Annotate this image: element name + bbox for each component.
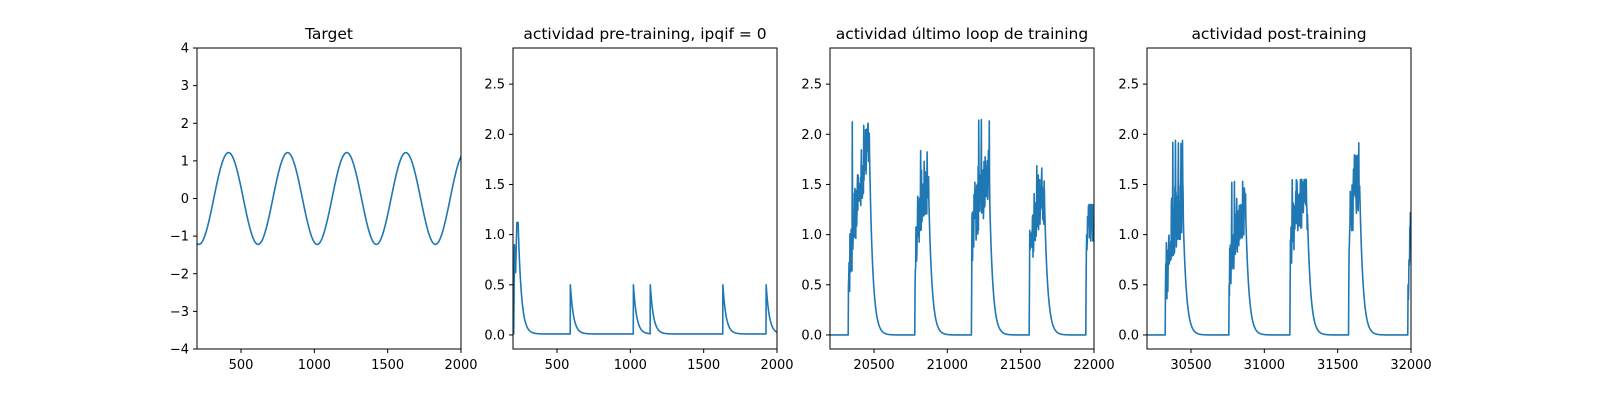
axes-frame bbox=[512, 47, 778, 350]
y-tick-label: 0 bbox=[181, 192, 189, 207]
y-tick-label: −3 bbox=[170, 305, 189, 320]
y-tick-label: 2.0 bbox=[484, 128, 505, 143]
x-tick-label: 500 bbox=[545, 358, 570, 373]
y-tick-label: −4 bbox=[170, 343, 189, 358]
y-tick-label: −1 bbox=[170, 230, 189, 245]
y-tick-label: 3 bbox=[181, 79, 189, 94]
x-tick-label: 500 bbox=[229, 358, 254, 373]
x-tick-label: 1000 bbox=[614, 358, 647, 373]
panel-title: actividad último loop de training bbox=[836, 25, 1088, 43]
y-tick-label: 0.5 bbox=[484, 278, 505, 293]
x-tick-label: 2000 bbox=[760, 358, 793, 373]
y-tick-label: 0.5 bbox=[1118, 278, 1139, 293]
x-tick-label: 22000 bbox=[1073, 358, 1114, 373]
y-tick-label: 1.5 bbox=[1118, 178, 1139, 193]
x-tick-label: 20500 bbox=[853, 358, 894, 373]
y-tick-label: 1 bbox=[181, 154, 189, 169]
y-tick-label: 0.0 bbox=[1118, 328, 1139, 343]
x-tick-label: 32000 bbox=[1390, 358, 1431, 373]
panel-1: 500 1000 1500 2000 −4 −3 −2 −1 0 1 2 3 4 Target bbox=[170, 25, 478, 373]
panel-title: actividad post-training bbox=[1191, 25, 1366, 43]
panel-2: 500 1000 1500 2000 0.0 0.5 1.0 1.5 2.0 2.5 activid… bbox=[484, 25, 793, 373]
series-line bbox=[197, 151, 461, 246]
y-tick-label: 1.0 bbox=[801, 228, 822, 243]
panel-4: 30500 31000 31500 32000 0.0 0.5 1.0 1.5 2.0 2.5 ac… bbox=[1118, 25, 1431, 373]
series-line bbox=[513, 221, 777, 335]
y-tick-label: 4 bbox=[181, 42, 189, 57]
series-line bbox=[830, 118, 1094, 336]
y-tick-label: −2 bbox=[170, 267, 189, 282]
x-tick-label: 21000 bbox=[927, 358, 968, 373]
y-tick-label: 2.0 bbox=[1118, 128, 1139, 143]
x-tick-label: 1500 bbox=[371, 358, 404, 373]
x-tick-label: 30500 bbox=[1170, 358, 1211, 373]
y-tick-label: 2.5 bbox=[484, 78, 505, 93]
y-tick-label: 2.5 bbox=[1118, 78, 1139, 93]
y-tick-label: 1.5 bbox=[484, 178, 505, 193]
axes-frame bbox=[1146, 47, 1412, 350]
y-tick-label: 0.0 bbox=[484, 328, 505, 343]
y-tick-label: 1.0 bbox=[484, 228, 505, 243]
x-tick-label: 31500 bbox=[1317, 358, 1358, 373]
x-tick-label: 31000 bbox=[1244, 358, 1285, 373]
y-tick-label: 0.5 bbox=[801, 278, 822, 293]
y-tick-label: 1.5 bbox=[801, 178, 822, 193]
y-tick-label: 0.0 bbox=[801, 328, 822, 343]
y-tick-label: 2 bbox=[181, 117, 189, 132]
series-line bbox=[1147, 139, 1411, 336]
panel-3: 20500 21000 21500 22000 0.0 0.5 1.0 1.5 2.0 2.5 ac… bbox=[801, 25, 1114, 373]
y-tick-label: 1.0 bbox=[1118, 228, 1139, 243]
x-tick-label: 2000 bbox=[444, 358, 477, 373]
y-tick-label: 2.0 bbox=[801, 128, 822, 143]
axes-frame bbox=[829, 47, 1095, 350]
x-tick-label: 1000 bbox=[298, 358, 331, 373]
x-tick-label: 21500 bbox=[1000, 358, 1041, 373]
x-tick-label: 1500 bbox=[687, 358, 720, 373]
panel-title: actividad pre-training, ipqif = 0 bbox=[523, 25, 766, 43]
panel-title: Target bbox=[304, 25, 353, 43]
y-tick-label: 2.5 bbox=[801, 78, 822, 93]
